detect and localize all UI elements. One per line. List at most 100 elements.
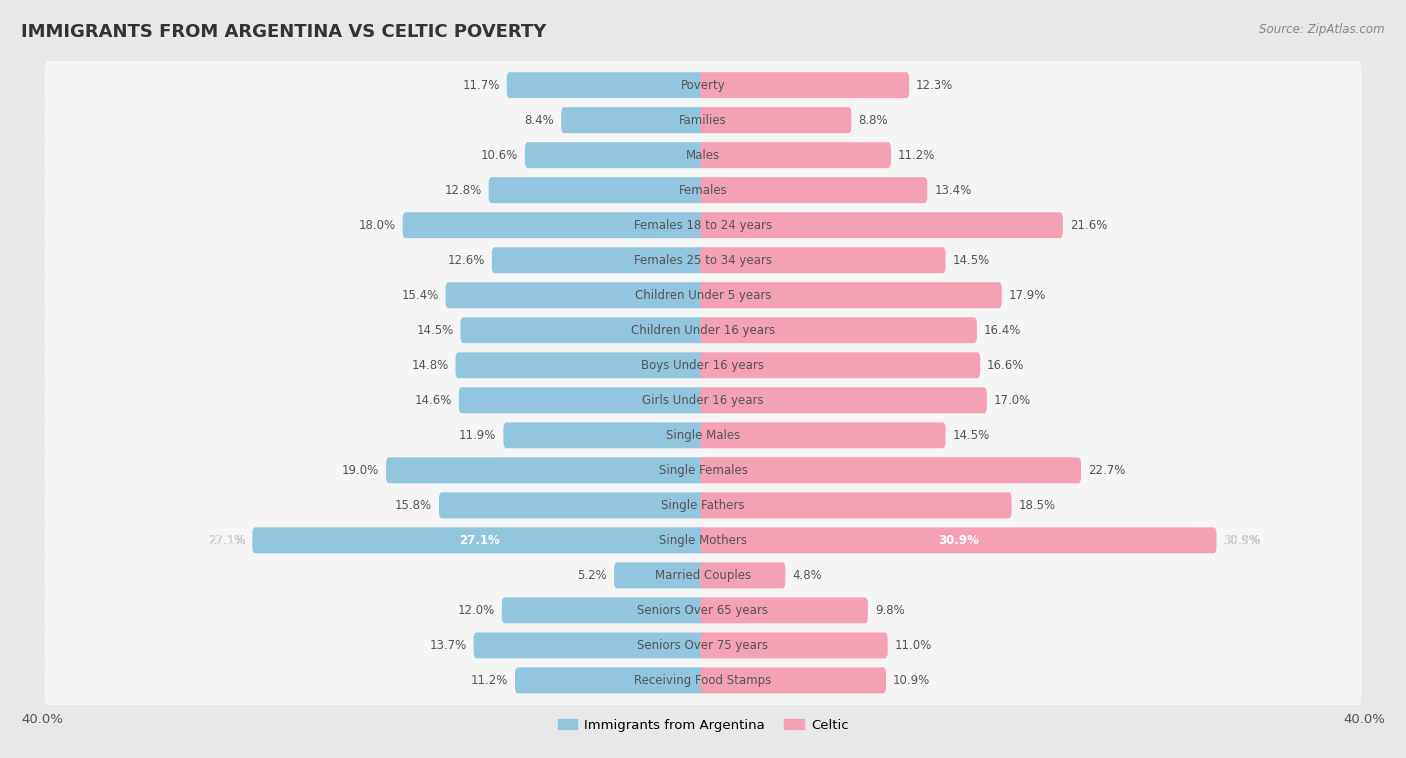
Text: Females: Females <box>679 183 727 196</box>
Text: 22.7%: 22.7% <box>1088 464 1125 477</box>
FancyBboxPatch shape <box>45 479 1361 532</box>
Text: Married Couples: Married Couples <box>655 569 751 582</box>
FancyBboxPatch shape <box>506 72 706 98</box>
FancyBboxPatch shape <box>700 597 868 623</box>
Text: 12.3%: 12.3% <box>917 79 953 92</box>
Text: Girls Under 16 years: Girls Under 16 years <box>643 394 763 407</box>
Text: Males: Males <box>686 149 720 161</box>
Text: 11.9%: 11.9% <box>460 429 496 442</box>
FancyBboxPatch shape <box>446 282 706 309</box>
Text: 30.9%: 30.9% <box>1223 534 1261 547</box>
FancyBboxPatch shape <box>700 143 891 168</box>
Text: 27.1%: 27.1% <box>208 534 246 547</box>
Text: Boys Under 16 years: Boys Under 16 years <box>641 359 765 371</box>
FancyBboxPatch shape <box>45 339 1361 392</box>
FancyBboxPatch shape <box>614 562 706 588</box>
Text: Seniors Over 75 years: Seniors Over 75 years <box>637 639 769 652</box>
FancyBboxPatch shape <box>700 352 980 378</box>
FancyBboxPatch shape <box>492 247 706 273</box>
Text: 15.8%: 15.8% <box>395 499 432 512</box>
FancyBboxPatch shape <box>524 143 706 168</box>
Text: 9.8%: 9.8% <box>875 604 904 617</box>
Text: 4.8%: 4.8% <box>792 569 823 582</box>
Text: 12.8%: 12.8% <box>444 183 482 196</box>
FancyBboxPatch shape <box>45 93 1361 147</box>
FancyBboxPatch shape <box>700 562 786 588</box>
FancyBboxPatch shape <box>45 549 1361 602</box>
FancyBboxPatch shape <box>45 268 1361 322</box>
FancyBboxPatch shape <box>502 597 706 623</box>
FancyBboxPatch shape <box>45 619 1361 672</box>
FancyBboxPatch shape <box>700 107 852 133</box>
FancyBboxPatch shape <box>700 493 1011 518</box>
Text: 16.6%: 16.6% <box>987 359 1025 371</box>
FancyBboxPatch shape <box>458 387 706 413</box>
Text: 8.8%: 8.8% <box>858 114 889 127</box>
Text: 17.0%: 17.0% <box>994 394 1031 407</box>
FancyBboxPatch shape <box>700 177 928 203</box>
Text: Single Mothers: Single Mothers <box>659 534 747 547</box>
FancyBboxPatch shape <box>45 233 1361 287</box>
FancyBboxPatch shape <box>45 514 1361 567</box>
FancyBboxPatch shape <box>456 352 706 378</box>
FancyBboxPatch shape <box>439 493 706 518</box>
Text: 21.6%: 21.6% <box>1070 219 1107 232</box>
FancyBboxPatch shape <box>700 422 945 448</box>
Text: 11.7%: 11.7% <box>463 79 499 92</box>
Text: 30.9%: 30.9% <box>1223 534 1261 547</box>
FancyBboxPatch shape <box>45 199 1361 252</box>
Text: 18.0%: 18.0% <box>359 219 395 232</box>
Text: Seniors Over 65 years: Seniors Over 65 years <box>637 604 769 617</box>
FancyBboxPatch shape <box>700 387 987 413</box>
Text: 13.7%: 13.7% <box>429 639 467 652</box>
Text: Families: Families <box>679 114 727 127</box>
Text: 27.1%: 27.1% <box>208 534 246 547</box>
FancyBboxPatch shape <box>700 528 1216 553</box>
Text: 11.2%: 11.2% <box>471 674 508 687</box>
Text: Single Fathers: Single Fathers <box>661 499 745 512</box>
FancyBboxPatch shape <box>45 584 1361 637</box>
Text: 27.1%: 27.1% <box>458 534 499 547</box>
Text: Single Males: Single Males <box>666 429 740 442</box>
FancyBboxPatch shape <box>515 668 706 694</box>
FancyBboxPatch shape <box>252 528 706 553</box>
FancyBboxPatch shape <box>45 129 1361 182</box>
FancyBboxPatch shape <box>700 632 887 659</box>
FancyBboxPatch shape <box>45 58 1361 111</box>
FancyBboxPatch shape <box>474 632 706 659</box>
FancyBboxPatch shape <box>561 107 706 133</box>
Text: 14.5%: 14.5% <box>952 429 990 442</box>
Text: 14.5%: 14.5% <box>952 254 990 267</box>
FancyBboxPatch shape <box>488 177 706 203</box>
FancyBboxPatch shape <box>700 212 1063 238</box>
Text: 17.9%: 17.9% <box>1008 289 1046 302</box>
FancyBboxPatch shape <box>402 212 706 238</box>
FancyBboxPatch shape <box>700 457 1081 484</box>
FancyBboxPatch shape <box>45 304 1361 357</box>
Text: 5.2%: 5.2% <box>578 569 607 582</box>
FancyBboxPatch shape <box>700 668 886 694</box>
FancyBboxPatch shape <box>45 654 1361 707</box>
Legend: Immigrants from Argentina, Celtic: Immigrants from Argentina, Celtic <box>553 713 853 737</box>
Text: 19.0%: 19.0% <box>342 464 380 477</box>
Text: Single Females: Single Females <box>658 464 748 477</box>
Text: 18.5%: 18.5% <box>1018 499 1056 512</box>
Text: Children Under 5 years: Children Under 5 years <box>634 289 772 302</box>
Text: Females 18 to 24 years: Females 18 to 24 years <box>634 219 772 232</box>
FancyBboxPatch shape <box>700 72 910 98</box>
Text: 13.4%: 13.4% <box>934 183 972 196</box>
FancyBboxPatch shape <box>503 422 706 448</box>
Text: Poverty: Poverty <box>681 79 725 92</box>
FancyBboxPatch shape <box>700 282 1001 309</box>
Text: 14.5%: 14.5% <box>416 324 454 337</box>
Text: 15.4%: 15.4% <box>402 289 439 302</box>
Text: 10.9%: 10.9% <box>893 674 931 687</box>
Text: 11.0%: 11.0% <box>894 639 932 652</box>
Text: Females 25 to 34 years: Females 25 to 34 years <box>634 254 772 267</box>
Text: 12.0%: 12.0% <box>457 604 495 617</box>
Text: 16.4%: 16.4% <box>984 324 1021 337</box>
FancyBboxPatch shape <box>700 318 977 343</box>
FancyBboxPatch shape <box>387 457 706 484</box>
Text: Receiving Food Stamps: Receiving Food Stamps <box>634 674 772 687</box>
FancyBboxPatch shape <box>45 409 1361 462</box>
